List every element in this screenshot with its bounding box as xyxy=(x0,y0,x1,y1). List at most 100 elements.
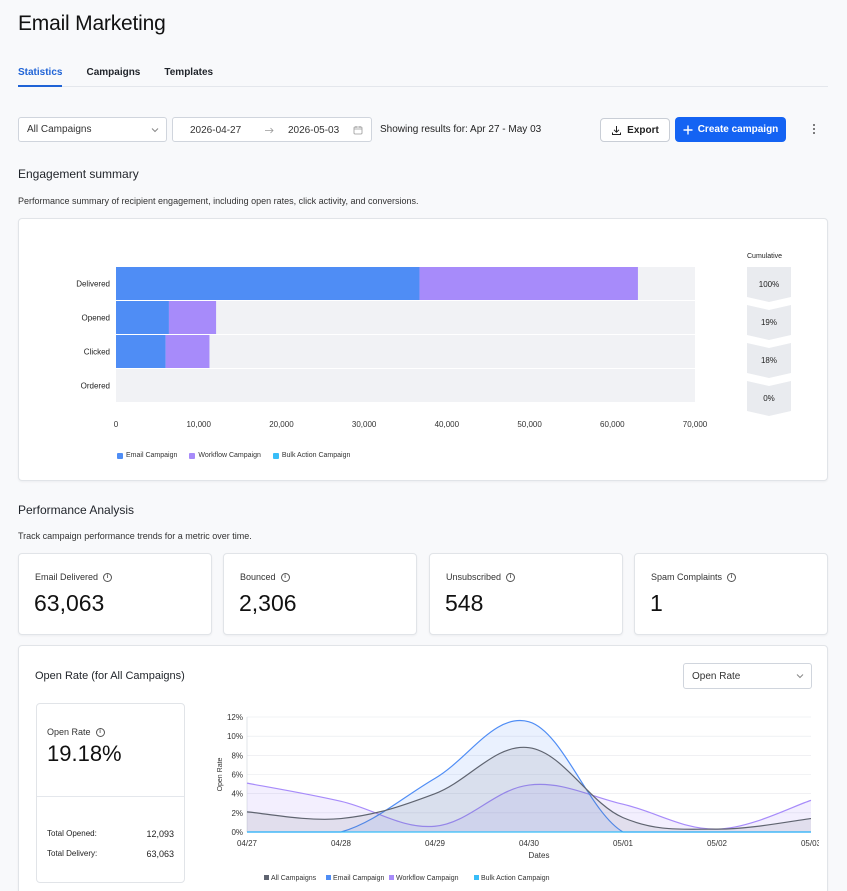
download-icon xyxy=(612,125,622,135)
total-delivery-value: 63,063 xyxy=(146,849,174,859)
total-opened-label: Total Opened: xyxy=(47,829,97,838)
tab-campaigns[interactable]: Campaigns xyxy=(86,67,141,78)
y-tick-label: 10% xyxy=(227,732,243,741)
y-axis-label: Open Rate xyxy=(217,757,224,791)
cumulative-chevron xyxy=(747,267,791,302)
stat-label: Spam Complaints i xyxy=(651,572,737,582)
plus-icon xyxy=(683,125,693,134)
tab-bar: Statistics Campaigns Templates xyxy=(18,66,828,87)
cumulative-title: Cumulative xyxy=(747,253,783,260)
legend-swatch xyxy=(272,452,279,459)
info-icon[interactable]: i xyxy=(506,572,516,582)
divider xyxy=(37,796,184,797)
tab-statistics[interactable]: Statistics xyxy=(18,66,63,87)
campaign-filter-select[interactable]: All Campaigns xyxy=(18,117,167,142)
legend-label: Workflow Campaign xyxy=(198,452,261,459)
more-options-icon[interactable] xyxy=(808,122,820,138)
stat-value: 1 xyxy=(650,590,663,616)
legend-swatch xyxy=(474,875,479,880)
engagement-legend: Email Campaign Workflow Campaign Bulk Ac… xyxy=(117,452,350,459)
x-tick-label: 04/29 xyxy=(425,839,446,848)
info-icon[interactable]: i xyxy=(95,727,105,737)
bar-segment xyxy=(116,267,420,300)
summary-value: 19.18% xyxy=(47,741,122,766)
summary-label: Open Rate i xyxy=(47,727,105,737)
y-tick-label: 2% xyxy=(231,809,243,818)
legend-swatch xyxy=(389,875,394,880)
x-tick-label: 10,000 xyxy=(186,420,211,429)
total-opened-value: 12,093 xyxy=(146,829,174,839)
series-area xyxy=(247,747,811,832)
cumulative-chevron xyxy=(747,381,791,416)
legend-label: Email Campaign xyxy=(126,452,178,459)
legend-bulk-action-campaign[interactable]: Bulk Action Campaign xyxy=(272,452,350,459)
legend-swatch xyxy=(189,452,196,459)
performance-description: Track campaign performance trends for a … xyxy=(18,531,252,541)
metric-select-value: Open Rate xyxy=(692,670,741,682)
bar-segment xyxy=(168,301,217,334)
info-icon[interactable]: i xyxy=(103,572,113,582)
y-tick-label: 8% xyxy=(231,751,243,760)
cumulative-value: 0% xyxy=(763,394,775,403)
x-tick-label: 05/03 xyxy=(801,839,819,848)
stat-label-text: Unsubscribed xyxy=(446,572,502,582)
metric-select[interactable]: Open Rate xyxy=(683,663,812,689)
open-rate-summary: Open Rate i 19.18% Total Opened: 12,093 T… xyxy=(36,703,185,883)
stat-label-text: Spam Complaints xyxy=(651,572,723,582)
stat-value: 2,306 xyxy=(239,590,297,616)
cumulative-value: 18% xyxy=(761,356,777,365)
series-line xyxy=(246,746,812,830)
y-tick-label: 0% xyxy=(231,828,243,837)
y-tick-label: 12% xyxy=(227,713,243,722)
stat-label-text: Bounced xyxy=(240,572,276,582)
export-button[interactable]: Export xyxy=(600,118,670,142)
x-tick-label: 60,000 xyxy=(600,420,625,429)
stat-label: Bounced i xyxy=(240,572,290,582)
cumulative-chevron xyxy=(747,343,791,378)
series-area xyxy=(247,783,811,832)
bar-track xyxy=(116,369,695,402)
export-label: Export xyxy=(627,124,659,136)
category-label: Clicked xyxy=(84,348,110,357)
legend-label: Workflow Campaign xyxy=(396,875,459,882)
stat-label-text: Email Delivered xyxy=(35,572,99,582)
summary-label-text: Open Rate xyxy=(47,727,91,737)
total-delivery-label: Total Delivery: xyxy=(47,849,98,858)
legend-workflow-campaign[interactable]: Workflow Campaign xyxy=(189,452,261,459)
legend-swatch xyxy=(117,452,123,459)
arrow-right-icon xyxy=(265,127,274,134)
legend-label: Email Campaign xyxy=(333,875,384,882)
bar-segment xyxy=(419,267,638,300)
engagement-title: Engagement summary xyxy=(18,167,139,181)
engagement-description: Performance summary of recipient engagem… xyxy=(18,196,419,206)
category-label: Delivered xyxy=(76,280,110,289)
page-title: Email Marketing xyxy=(18,12,166,35)
x-tick-label: 05/01 xyxy=(613,839,634,848)
date-range-picker[interactable]: 2026-04-27 2026-05-03 xyxy=(172,117,372,142)
x-axis-label: Dates xyxy=(529,851,550,860)
x-tick-label: 70,000 xyxy=(683,420,708,429)
info-icon[interactable]: i xyxy=(280,572,290,582)
stat-card-bounced: Bounced i 2,306 xyxy=(223,553,417,635)
legend-email-campaign[interactable]: Email Campaign xyxy=(117,452,177,459)
stat-label: Unsubscribed i xyxy=(446,572,516,582)
create-campaign-button[interactable]: Create campaign xyxy=(675,117,786,142)
stat-card-spam-complaints: Spam Complaints i 1 xyxy=(634,553,828,635)
results-range-text: Showing results for: Apr 27 - May 03 xyxy=(380,124,542,135)
cumulative-chevron xyxy=(747,305,791,340)
x-tick-label: 0 xyxy=(114,420,119,429)
x-tick-label: 05/02 xyxy=(707,839,728,848)
tab-templates[interactable]: Templates xyxy=(164,67,214,78)
x-tick-label: 30,000 xyxy=(352,420,377,429)
date-end: 2026-05-03 xyxy=(288,125,340,136)
legend-swatch xyxy=(264,875,269,880)
open-rate-line-chart: 0% 2% 4% 6% 8% 10% 12% 04/27 04/28 04/29 04/30 05/0… xyxy=(217,713,819,882)
info-icon[interactable]: i xyxy=(727,572,737,582)
x-tick-label: 20,000 xyxy=(269,420,294,429)
x-tick-label: 04/28 xyxy=(331,839,352,848)
cumulative-value: 19% xyxy=(761,318,777,327)
series-area xyxy=(247,720,811,832)
engagement-card: Delivered Opened Clicked Ordered 0 10,000 20,0… xyxy=(18,218,828,481)
stat-label: Email Delivered i xyxy=(35,572,113,582)
x-tick-label: 04/30 xyxy=(519,839,540,848)
